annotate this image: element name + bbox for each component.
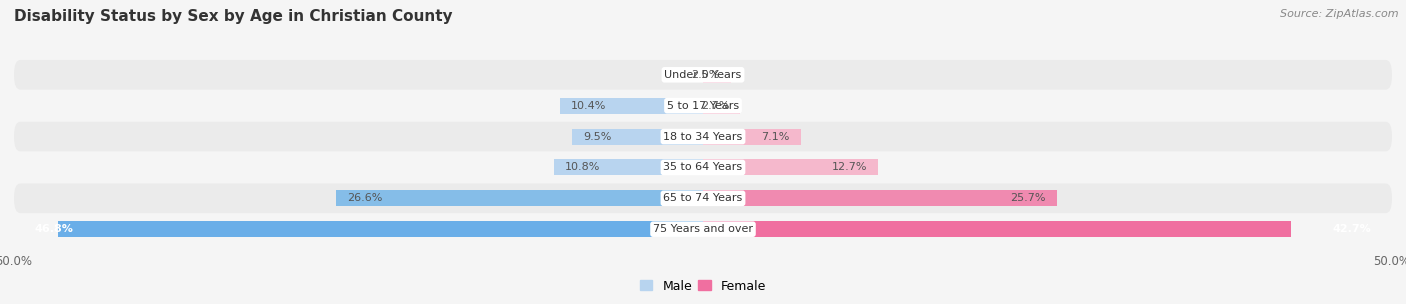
Bar [703,221,1291,237]
Bar [703,129,801,145]
Text: 75 Years and over: 75 Years and over [652,224,754,234]
Text: Source: ZipAtlas.com: Source: ZipAtlas.com [1281,9,1399,19]
FancyBboxPatch shape [14,214,1392,244]
Text: 42.7%: 42.7% [1333,224,1371,234]
Text: Under 5 Years: Under 5 Years [665,70,741,80]
Bar [703,159,877,175]
Bar [703,67,731,83]
Text: 12.7%: 12.7% [831,162,868,172]
Bar [58,221,703,237]
Bar [703,98,740,114]
Text: 35 to 64 Years: 35 to 64 Years [664,162,742,172]
Text: Disability Status by Sex by Age in Christian County: Disability Status by Sex by Age in Chris… [14,9,453,24]
Text: 5 to 17 Years: 5 to 17 Years [666,101,740,111]
FancyBboxPatch shape [14,122,1392,151]
Bar [336,190,703,206]
Text: 2.0%: 2.0% [692,70,720,80]
Text: 2.7%: 2.7% [700,101,730,111]
Text: 7.1%: 7.1% [762,132,790,142]
Text: 18 to 34 Years: 18 to 34 Years [664,132,742,142]
FancyBboxPatch shape [14,184,1392,213]
Text: 26.6%: 26.6% [347,193,382,203]
Bar [572,129,703,145]
FancyBboxPatch shape [14,91,1392,120]
Legend: Male, Female: Male, Female [636,275,770,298]
Text: 10.8%: 10.8% [565,162,600,172]
Text: 25.7%: 25.7% [1011,193,1046,203]
FancyBboxPatch shape [14,153,1392,182]
Text: 9.5%: 9.5% [583,132,612,142]
Text: 10.4%: 10.4% [571,101,606,111]
Text: 46.8%: 46.8% [35,224,73,234]
Bar [560,98,703,114]
Bar [554,159,703,175]
Text: 65 to 74 Years: 65 to 74 Years [664,193,742,203]
Bar [703,190,1057,206]
FancyBboxPatch shape [14,60,1392,90]
